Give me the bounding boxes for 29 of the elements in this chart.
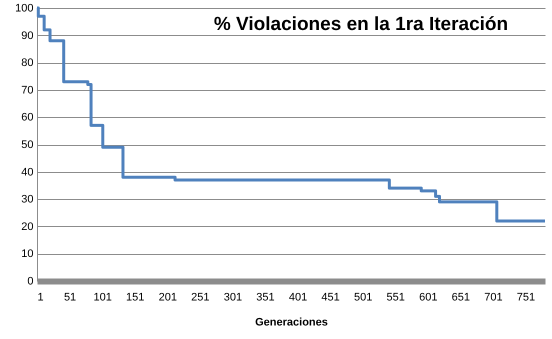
y-tick-label: 20 bbox=[21, 220, 34, 233]
x-tick-label: 451 bbox=[321, 292, 340, 304]
x-tick-label: 1 bbox=[38, 292, 44, 304]
y-tick-label: 70 bbox=[21, 84, 34, 96]
chart-title: % Violaciones en la 1ra Iteración bbox=[214, 14, 508, 35]
x-tick-label: 701 bbox=[484, 292, 503, 304]
y-tick-label: 100 bbox=[15, 2, 34, 14]
y-tick-label: 90 bbox=[21, 30, 34, 42]
x-tick-label: 301 bbox=[224, 292, 242, 304]
x-tick-label: 151 bbox=[126, 292, 144, 304]
y-tick-label: 60 bbox=[21, 112, 34, 124]
x-tick-label: 201 bbox=[158, 292, 177, 304]
x-tick-label: 651 bbox=[452, 292, 470, 304]
y-tick-label: 40 bbox=[21, 166, 34, 178]
x-tick-label: 551 bbox=[386, 292, 405, 304]
y-tick-label: 50 bbox=[21, 139, 34, 151]
x-tick-label: 501 bbox=[354, 292, 372, 304]
y-tick-label: 80 bbox=[21, 57, 34, 70]
x-axis-title: Generaciones bbox=[255, 316, 328, 328]
x-tick-label: 251 bbox=[191, 292, 210, 304]
x-tick-label: 601 bbox=[419, 292, 438, 304]
y-tick-label: 0 bbox=[27, 276, 34, 288]
x-tick-label: 751 bbox=[516, 292, 536, 304]
y-tick-label: 30 bbox=[21, 194, 34, 206]
x-tick-label: 101 bbox=[93, 292, 112, 304]
x-tick-label: 51 bbox=[64, 292, 76, 304]
x-tick-label: 401 bbox=[288, 292, 308, 304]
x-tick-label: 351 bbox=[256, 292, 275, 304]
y-tick-label: 10 bbox=[21, 248, 34, 260]
